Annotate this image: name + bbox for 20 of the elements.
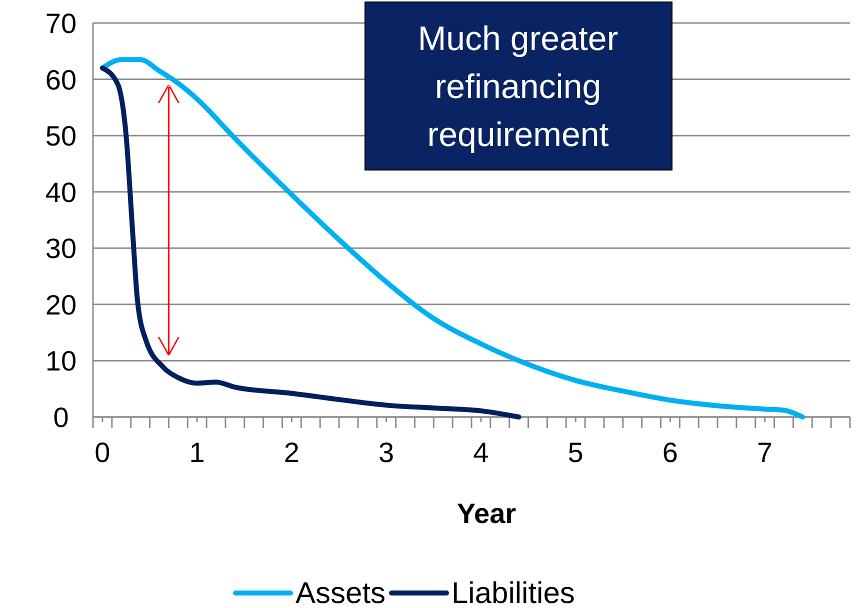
y-tick-label: 50: [45, 120, 77, 152]
y-tick-label: 30: [45, 233, 77, 264]
annotation: Much greater refinancing requirement: [418, 20, 618, 154]
x-tick-label: 6: [662, 437, 678, 468]
y-tick-label: 0: [53, 402, 69, 433]
x-tick-label: 0: [94, 437, 110, 468]
y-tick-label: 20: [45, 289, 77, 320]
legend-label: Assets: [296, 577, 386, 608]
x-tick-label: 2: [284, 437, 300, 468]
y-tick-label: 70: [45, 8, 77, 39]
x-tick-label: 3: [378, 437, 394, 468]
x-tick-label: 7: [757, 437, 773, 468]
y-tick-label: 10: [45, 346, 77, 377]
y-tick-label: 60: [45, 64, 77, 96]
x-tick-label: 1: [189, 437, 205, 468]
x-axis-title: Year: [456, 498, 516, 529]
x-tick-label: 5: [568, 437, 584, 468]
x-tick-label: 4: [473, 437, 489, 468]
y-tick-label: 40: [45, 176, 77, 208]
legend-label: Liabilities: [452, 577, 575, 608]
